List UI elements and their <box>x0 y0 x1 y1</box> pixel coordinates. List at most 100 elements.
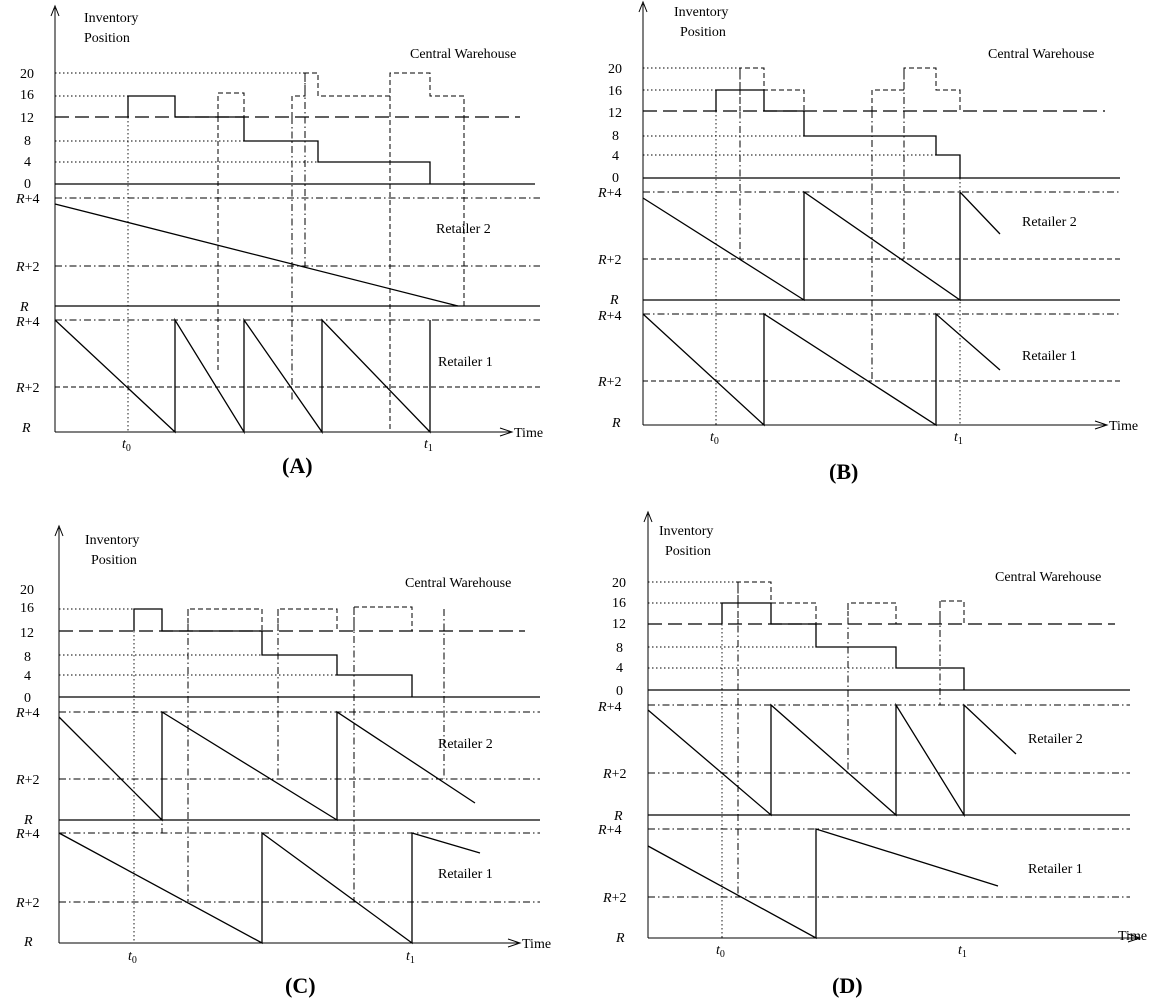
order-pulse <box>847 602 897 624</box>
tick-label: R+2 <box>597 375 621 390</box>
tick-label: 16 <box>20 601 34 616</box>
tick-label: R+2 <box>15 381 39 396</box>
tick-label: R <box>613 809 623 824</box>
panel-c: Time Inventory Position 20 16 12 8 4 0 C… <box>15 524 551 998</box>
tick-label: 12 <box>20 111 34 126</box>
x-axis-label: Time <box>1118 929 1147 944</box>
retailer2-label: Retailer 2 <box>436 222 491 237</box>
tick-label: R <box>19 300 29 315</box>
tick-label: 8 <box>612 129 619 144</box>
tick-label: 20 <box>20 67 34 82</box>
tick-label: R <box>23 935 33 950</box>
tick-label: R <box>23 813 33 828</box>
tick-label: 4 <box>612 149 619 164</box>
tick-label: R+2 <box>15 773 39 788</box>
warehouse-label: Central Warehouse <box>410 47 516 62</box>
y-axis-arrow <box>638 0 648 13</box>
tick-label: R <box>609 293 619 308</box>
y-axis-title: Inventory <box>84 11 138 26</box>
y-axis-title: Position <box>91 553 137 568</box>
tick-label: R+4 <box>15 192 39 207</box>
retailer2-inventory-line <box>647 702 1017 818</box>
y-axis-arrow <box>54 524 64 537</box>
t0-label: t0 <box>710 430 719 447</box>
tick-label: R+4 <box>597 823 621 838</box>
tick-label: 16 <box>612 596 626 611</box>
order-pulse <box>291 72 465 117</box>
order-pulse <box>187 608 263 631</box>
y-axis-title: Position <box>680 25 726 40</box>
y-axis-title: Position <box>665 544 711 559</box>
order-pulse <box>739 67 805 111</box>
panel-caption: (B) <box>829 459 858 484</box>
tick-label: 8 <box>616 641 623 656</box>
retailer1-label: Retailer 1 <box>1028 862 1083 877</box>
tick-label: 20 <box>608 62 622 77</box>
warehouse-label: Central Warehouse <box>988 47 1094 62</box>
tick-label: R+4 <box>15 315 39 330</box>
y-axis-arrow <box>643 510 653 523</box>
tick-label: 20 <box>20 583 34 598</box>
tick-label: R <box>21 421 31 436</box>
tick-label: 12 <box>20 626 34 641</box>
retailer2-label: Retailer 2 <box>438 737 493 752</box>
warehouse-inventory-line <box>721 602 965 690</box>
retailer2-inventory-line <box>58 710 476 822</box>
tick-label: 0 <box>612 171 619 186</box>
t0-label: t0 <box>716 943 725 960</box>
warehouse-inventory-line <box>133 608 413 697</box>
retailer1-inventory-line <box>54 317 431 435</box>
tick-label: 12 <box>612 617 626 632</box>
retailer1-label: Retailer 1 <box>438 867 493 882</box>
panel-a: Time Inventory Position 20 16 12 8 4 0 C… <box>15 4 543 478</box>
tick-label: 0 <box>24 177 31 192</box>
y-axis-title: Inventory <box>659 524 713 539</box>
tick-label: R+2 <box>15 896 39 911</box>
t1-label: t1 <box>424 437 433 454</box>
tick-label: 0 <box>616 684 623 699</box>
y-axis-arrow <box>50 4 60 17</box>
panel-b: Time Inventory Position 20 16 12 8 4 0 C… <box>597 0 1138 484</box>
tick-label: R+2 <box>602 891 626 906</box>
x-axis-arrow <box>507 938 522 948</box>
retailer1-inventory-line <box>642 312 1001 427</box>
x-axis-arrow <box>1094 420 1109 430</box>
panel-caption: (A) <box>282 453 313 478</box>
tick-label: R <box>615 931 625 946</box>
x-axis-arrow <box>1127 933 1142 943</box>
tick-label: R <box>611 416 621 431</box>
tick-label: R+4 <box>15 827 39 842</box>
tick-label: 4 <box>616 661 623 676</box>
warehouse-inventory-line <box>715 89 961 178</box>
tick-label: 8 <box>24 650 31 665</box>
tick-label: R+4 <box>597 186 621 201</box>
tick-label: 20 <box>612 576 626 591</box>
warehouse-inventory-line <box>127 95 431 184</box>
tick-label: R+2 <box>15 260 39 275</box>
t0-label: t0 <box>122 437 131 454</box>
retailer1-label: Retailer 1 <box>1022 349 1077 364</box>
order-pulse <box>277 608 338 631</box>
y-axis-title: Position <box>84 31 130 46</box>
x-axis-arrow <box>499 427 514 437</box>
x-axis-label: Time <box>514 426 543 441</box>
tick-label: 16 <box>20 88 34 103</box>
retailer2-label: Retailer 2 <box>1022 215 1077 230</box>
retailer1-inventory-line <box>647 828 999 940</box>
tick-label: 16 <box>608 84 622 99</box>
retailer1-inventory-line <box>58 831 481 945</box>
tick-label: R+2 <box>597 253 621 268</box>
order-pulse <box>353 606 413 631</box>
order-pulse <box>871 67 961 111</box>
x-axis-label: Time <box>1109 419 1138 434</box>
tick-label: 0 <box>24 691 31 706</box>
order-pulse <box>939 600 965 624</box>
panel-caption: (D) <box>832 973 863 998</box>
t1-label: t1 <box>406 949 415 966</box>
tick-label: R+2 <box>602 767 626 782</box>
retailer2-inventory-line <box>642 190 1001 302</box>
tick-label: 8 <box>24 134 31 149</box>
t1-label: t1 <box>958 943 967 960</box>
tick-label: 12 <box>608 106 622 121</box>
